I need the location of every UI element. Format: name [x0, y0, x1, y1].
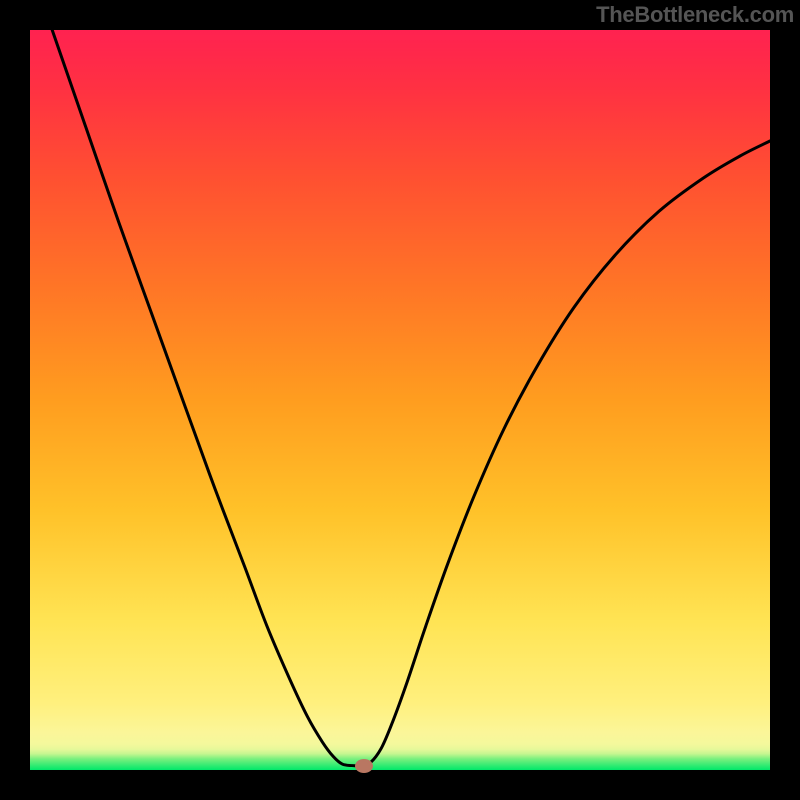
bottleneck-curve [30, 30, 770, 770]
plot-area [30, 30, 770, 770]
chart-container: TheBottleneck.com [0, 0, 800, 800]
optimum-marker [355, 759, 373, 773]
watermark-text: TheBottleneck.com [596, 2, 794, 28]
